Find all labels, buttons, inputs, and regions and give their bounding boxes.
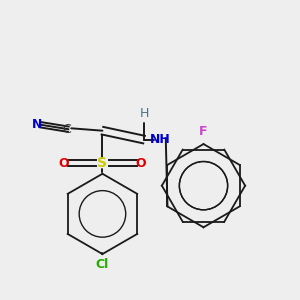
Text: O: O [58,157,69,170]
Text: F: F [199,125,208,138]
Text: H: H [140,107,149,120]
Text: Cl: Cl [96,259,109,272]
Text: S: S [98,156,107,170]
Text: C: C [62,123,71,136]
Text: NH: NH [150,133,171,146]
Text: O: O [136,157,146,170]
Text: N: N [32,118,42,131]
